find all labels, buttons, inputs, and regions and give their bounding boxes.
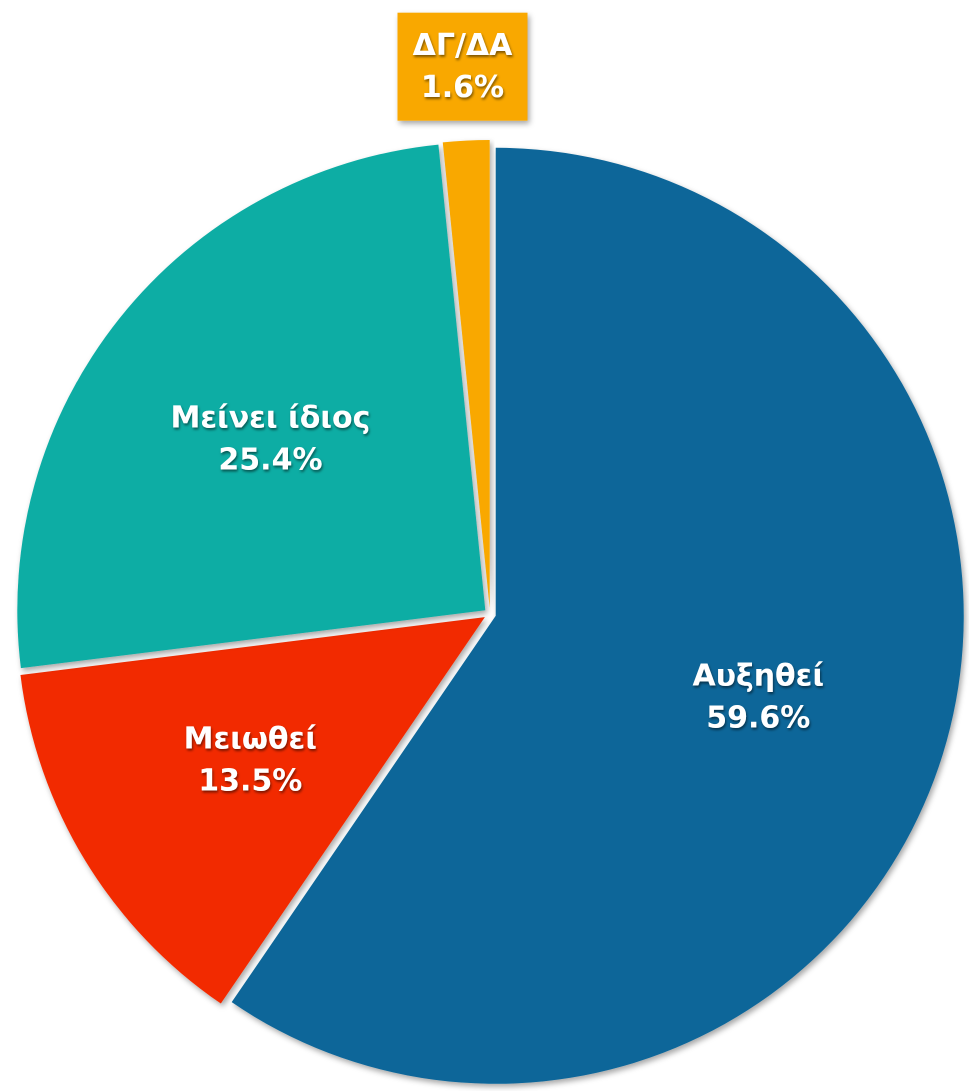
slice-label: Αυξηθεί 59.6% bbox=[693, 658, 825, 735]
category-label: Αυξηθεί bbox=[693, 658, 825, 693]
value-label: 25.4% bbox=[218, 442, 322, 477]
category-label: Μείνει ίδιος bbox=[171, 400, 371, 435]
category-label: ΔΓ/ΔΑ bbox=[413, 28, 514, 63]
pie-slice bbox=[20, 617, 485, 1004]
pie-slice bbox=[442, 140, 490, 609]
slice-label: ΔΓ/ΔΑ 1.6% bbox=[413, 28, 514, 105]
value-label: 13.5% bbox=[198, 764, 302, 799]
pie-slice bbox=[231, 147, 964, 1084]
value-label: 1.6% bbox=[421, 70, 504, 105]
category-label: Μειωθεί bbox=[184, 722, 317, 757]
slice-label: Μείνει ίδιος 25.4% bbox=[171, 400, 371, 477]
label-box bbox=[397, 12, 528, 121]
slice-label: Μειωθεί 13.5% bbox=[184, 722, 317, 799]
value-label: 59.6% bbox=[706, 700, 810, 735]
pie-slice bbox=[17, 144, 486, 669]
